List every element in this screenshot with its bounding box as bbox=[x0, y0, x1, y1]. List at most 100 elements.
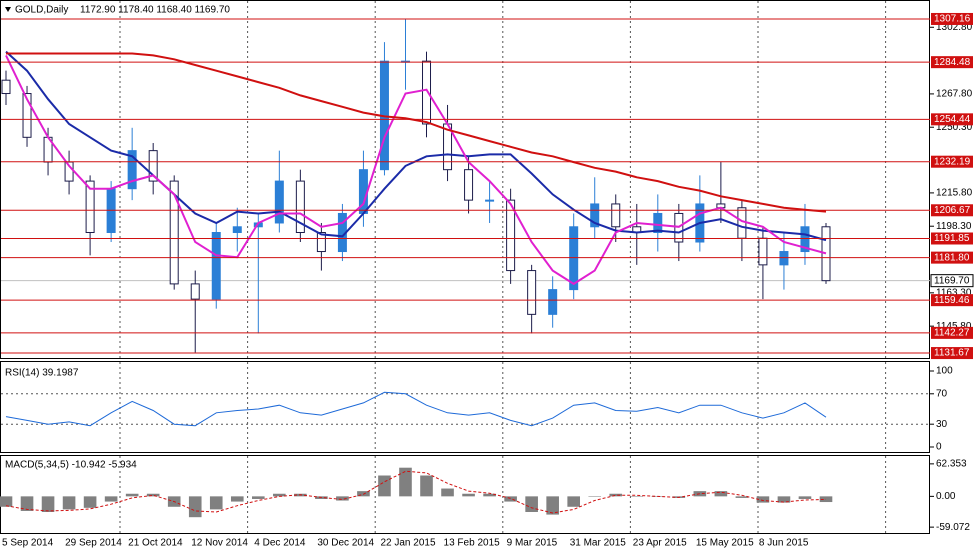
y-tick-label: 0.00 bbox=[936, 491, 956, 502]
y-tick-label: 1145.80 bbox=[936, 321, 972, 332]
y-tick-label: 0 bbox=[936, 442, 942, 453]
candle-body bbox=[127, 150, 137, 190]
macd-bar bbox=[546, 496, 559, 515]
x-tick-label: 23 Apr 2015 bbox=[633, 538, 687, 549]
candle-body bbox=[211, 231, 221, 300]
candle-body bbox=[779, 251, 789, 266]
macd-bar bbox=[798, 496, 812, 499]
candle-body bbox=[821, 226, 831, 282]
macd-bar bbox=[399, 467, 412, 497]
main-frame bbox=[0, 0, 930, 359]
macd-bar bbox=[441, 488, 454, 497]
x-tick-label: 8 Jun 2015 bbox=[759, 538, 809, 549]
quote: 1172.90 1178.40 1168.40 1169.70 bbox=[80, 5, 230, 16]
x-tick-label: 22 Jan 2015 bbox=[380, 538, 435, 549]
macd-bar bbox=[462, 493, 475, 497]
candle-body bbox=[85, 180, 95, 233]
candle-body bbox=[611, 203, 621, 228]
level-box bbox=[931, 326, 973, 339]
level-box bbox=[931, 204, 973, 217]
y-tick-label: 1198.30 bbox=[936, 221, 972, 232]
candle-body bbox=[590, 203, 600, 228]
rsi-line bbox=[5, 391, 827, 427]
candle-body bbox=[169, 180, 179, 285]
level-label: 1232.19 bbox=[934, 156, 971, 167]
candle-body bbox=[527, 270, 537, 315]
candle-body bbox=[800, 226, 810, 253]
macd-bar bbox=[273, 493, 286, 497]
x-tick-label: 4 Dec 2014 bbox=[254, 538, 306, 549]
candle-body bbox=[653, 212, 663, 233]
macd-bar bbox=[20, 496, 34, 511]
candle-body bbox=[1, 79, 11, 95]
candle-body bbox=[464, 169, 474, 201]
level-label: 1307.16 bbox=[934, 14, 971, 25]
y-tick-label: 62.353 bbox=[936, 459, 967, 470]
macd-bar bbox=[630, 496, 644, 497]
rsi-frame bbox=[0, 361, 930, 453]
symbol-title: GOLD,Daily bbox=[15, 5, 68, 16]
x-tick-label: 15 May 2015 bbox=[696, 538, 754, 549]
level-box bbox=[931, 232, 973, 245]
candle-body bbox=[22, 93, 32, 138]
macd-bar bbox=[209, 496, 223, 510]
x-tick-label: 9 Mar 2015 bbox=[507, 538, 558, 549]
level-label: 1284.48 bbox=[934, 57, 971, 68]
macd-bar bbox=[483, 493, 496, 497]
macd-bar bbox=[756, 496, 770, 503]
macd-bar bbox=[188, 496, 202, 518]
macd-bar bbox=[62, 496, 76, 510]
candle-body bbox=[506, 199, 516, 272]
candle-body bbox=[190, 283, 200, 300]
level-label: 1131.67 bbox=[934, 348, 970, 359]
level-label: 1142.27 bbox=[934, 328, 970, 339]
macd-bar bbox=[693, 491, 707, 497]
x-tick-label: 12 Nov 2014 bbox=[191, 538, 248, 549]
candle-body bbox=[758, 237, 768, 266]
level-box bbox=[931, 12, 973, 25]
macd-bar bbox=[252, 496, 265, 499]
macd-bar bbox=[609, 493, 623, 497]
candle-body bbox=[316, 231, 326, 253]
candle-body bbox=[737, 207, 747, 239]
level-box bbox=[931, 251, 973, 264]
y-tick-label: 100 bbox=[936, 366, 953, 377]
moving-average bbox=[5, 50, 827, 242]
level-label: 1191.85 bbox=[934, 233, 970, 244]
macd-bar bbox=[714, 491, 728, 497]
y-tick-label: 1267.80 bbox=[936, 89, 973, 100]
macd-bar bbox=[83, 496, 97, 508]
last-price-label: 1169.70 bbox=[934, 275, 970, 286]
y-tick-label: 70 bbox=[936, 388, 948, 399]
y-tick-label: 30 bbox=[936, 419, 948, 430]
candle-body bbox=[422, 60, 432, 125]
moving-average bbox=[6, 52, 827, 213]
macd-bar bbox=[104, 496, 118, 502]
menu-arrow bbox=[5, 7, 11, 12]
x-tick-label: 31 Mar 2015 bbox=[570, 538, 627, 549]
macd-signal bbox=[5, 470, 827, 514]
macd-bar bbox=[336, 496, 349, 501]
y-tick-label: 1302.80 bbox=[936, 22, 973, 33]
x-tick-label: 21 Oct 2014 bbox=[128, 538, 183, 549]
candle-body bbox=[232, 226, 242, 233]
candle-body bbox=[548, 289, 558, 315]
macd-bar bbox=[125, 493, 139, 497]
y-tick-label: 1163.30 bbox=[936, 287, 972, 298]
level-box bbox=[931, 56, 973, 69]
macd-bar bbox=[819, 496, 833, 503]
macd-frame bbox=[0, 455, 930, 534]
last-price-box bbox=[930, 274, 974, 288]
macd-bar bbox=[420, 475, 433, 497]
level-box bbox=[931, 294, 973, 307]
x-tick-label: 29 Sep 2014 bbox=[65, 538, 122, 549]
macd-title: MACD(5,34,5) -10.942 -5.934 bbox=[5, 460, 137, 471]
macd-bar bbox=[777, 496, 791, 503]
y-tick-label: -59.072 bbox=[936, 522, 970, 533]
macd-bar bbox=[41, 496, 55, 512]
level-label: 1159.46 bbox=[934, 295, 970, 306]
x-tick-label: 30 Dec 2014 bbox=[317, 538, 374, 549]
moving-average bbox=[5, 54, 827, 286]
